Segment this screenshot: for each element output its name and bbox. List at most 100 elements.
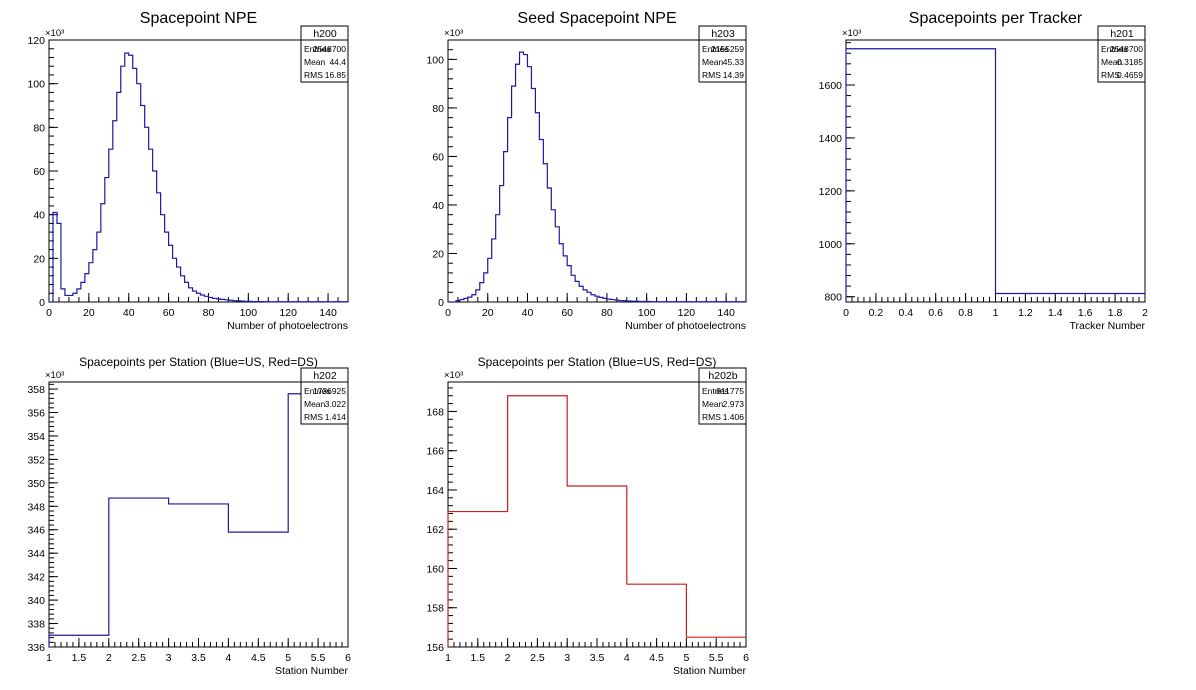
stats-mean-label: Mean (702, 57, 724, 67)
x-tick-label: 2.5 (530, 652, 545, 664)
x-tick-label: 5.5 (311, 652, 326, 664)
y-tick-label: 20 (33, 253, 45, 265)
stats-name: h200 (313, 28, 337, 40)
y-tick-label: 1200 (819, 186, 843, 198)
stats-mean-value: 45.33 (723, 57, 745, 67)
y-tick-label: 338 (27, 619, 45, 631)
y-tick-label: 162 (426, 524, 444, 536)
y-tick-label: 40 (432, 200, 444, 212)
stats-mean-value: 44.4 (329, 57, 346, 67)
stats-mean-label: Mean (702, 399, 724, 409)
chart-title: Spacepoints per Station (Blue=US, Red=DS… (79, 355, 318, 369)
x-tick-label: 5 (683, 652, 689, 664)
stats-rms-value: 1.406 (723, 412, 745, 422)
x-tick-label: 140 (717, 307, 735, 319)
stats-entries-label: Entries (1101, 44, 1127, 54)
x-tick-label: 4.5 (649, 652, 664, 664)
histogram-line-h203 (448, 51, 746, 303)
stats-entries-value: 1736925 (313, 386, 346, 396)
y-tick-label: 348 (27, 501, 45, 513)
y-tick-label: 344 (27, 548, 45, 560)
histogram-panel-h203: Seed Spacepoint NPE 0 20 40 60 80 100 0 20 40 60 80… (426, 10, 747, 332)
y-tick-label: 356 (27, 407, 45, 419)
x-tick-label: 5 (285, 652, 291, 664)
x-tick-label: 40 (522, 307, 534, 319)
chart-title: Seed Spacepoint NPE (517, 10, 676, 27)
x-tick-label: 60 (561, 307, 573, 319)
y-tick-label: 164 (426, 485, 444, 497)
y-tick-label: 1000 (819, 239, 843, 251)
stats-name: h201 (1110, 28, 1134, 40)
y-tick-label: 60 (33, 166, 45, 178)
x-tick-label: 120 (279, 307, 297, 319)
stats-rms-label: RMS (304, 412, 323, 422)
x-tick-label: 20 (482, 307, 494, 319)
y-tick-label: 0 (39, 297, 45, 309)
y-tick-label: 156 (426, 642, 444, 654)
x-axis-label: Number of photoelectrons (227, 320, 348, 332)
stats-entries-label: Entries (304, 44, 330, 54)
stats-entries-value: 811775 (716, 386, 744, 396)
stats-mean-value: 3.022 (325, 399, 347, 409)
y-tick-label: 20 (432, 248, 444, 260)
x-tick-label: 1 (46, 652, 52, 664)
stats-rms-label: RMS (304, 70, 323, 80)
histogram-panel-h200: Spacepoint NPE 0 20 40 60 80 100 120 0 20 40 60 80 10… (27, 10, 349, 332)
x-tick-label: 0.4 (898, 307, 913, 319)
histogram-panel-h202b: Spacepoints per Station (Blue=US, Red=DS… (426, 355, 749, 677)
stats-entries-value: 2548700 (1110, 44, 1143, 54)
x-tick-label: 5.5 (709, 652, 724, 664)
x-tick-label: 2.5 (131, 652, 146, 664)
stats-entries-value: 2155259 (711, 44, 744, 54)
y-tick-label: 120 (27, 35, 45, 47)
y-tick-label: 352 (27, 454, 45, 466)
stats-mean-value: 2.973 (723, 399, 745, 409)
stats-rms-label: RMS (702, 412, 721, 422)
x-tick-label: 3.5 (590, 652, 605, 664)
y-tick-label: 1400 (819, 133, 843, 145)
x-tick-label: 3.5 (191, 652, 206, 664)
y-exponent-label: ×10³ (444, 370, 463, 381)
x-tick-label: 0.2 (869, 307, 884, 319)
y-tick-label: 40 (33, 210, 45, 222)
x-tick-label: 1.5 (72, 652, 87, 664)
x-tick-label: 1 (445, 652, 451, 664)
x-tick-label: 2 (1142, 307, 1148, 319)
x-tick-label: 80 (203, 307, 215, 319)
x-axis-label: Station Number (673, 665, 746, 677)
histogram-panel-h201: Spacepoints per Tracker 800 1000 1200 1400 16… (819, 10, 1148, 332)
stats-box-frame (698, 25, 747, 83)
stats-mean-label: Mean (304, 57, 326, 67)
chart-title: Spacepoints per Tracker (909, 10, 1083, 27)
y-tick-label: 160 (426, 563, 444, 575)
x-tick-label: 2 (505, 652, 511, 664)
histogram-line-h202b (447, 395, 746, 647)
x-axis-label: Station Number (275, 665, 348, 677)
chart-title: Spacepoint NPE (140, 10, 257, 27)
y-exponent-label: ×10³ (444, 28, 463, 39)
x-axis-label: Tracker Number (1070, 320, 1146, 332)
y-tick-label: 80 (33, 122, 45, 134)
y-tick-label: 100 (426, 54, 444, 66)
x-tick-label: 3 (166, 652, 172, 664)
stats-name: h202b (708, 370, 737, 382)
y-tick-label: 80 (432, 103, 444, 115)
stats-entries-value: 2548700 (313, 44, 346, 54)
x-tick-label: 0 (843, 307, 849, 319)
stats-rms-value: 0.4659 (1117, 70, 1143, 80)
y-tick-label: 60 (432, 151, 444, 163)
stats-rms-value: 14.39 (723, 70, 745, 80)
x-tick-label: 1.2 (1018, 307, 1033, 319)
y-tick-label: 340 (27, 595, 45, 607)
y-tick-label: 346 (27, 525, 45, 537)
x-tick-label: 2 (106, 652, 112, 664)
stats-rms-value: 1.414 (325, 412, 347, 422)
y-tick-label: 800 (824, 292, 842, 304)
stats-box-frame (1097, 25, 1146, 83)
x-tick-label: 80 (601, 307, 613, 319)
x-tick-label: 1.4 (1048, 307, 1063, 319)
y-exponent-label: ×10³ (45, 28, 64, 39)
